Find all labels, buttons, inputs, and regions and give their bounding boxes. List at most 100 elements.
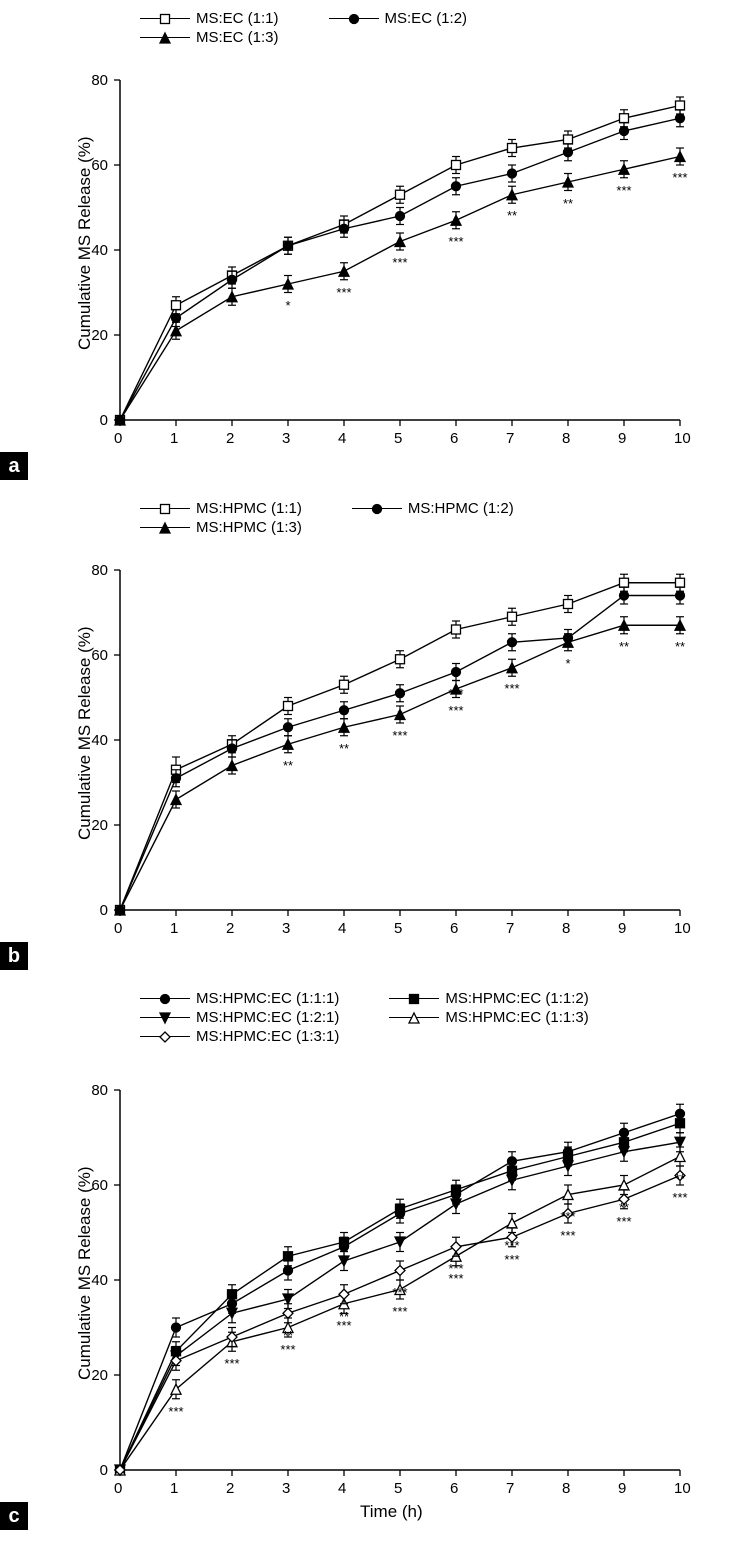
legend-item: MS:HPMC (1:1)	[140, 500, 302, 517]
legend-item: MS:EC (1:3)	[140, 29, 279, 46]
legend-label: MS:HPMC (1:2)	[408, 500, 514, 517]
plot-svg-c	[0, 980, 744, 1540]
xtick-label: 9	[618, 920, 626, 937]
legend: MS:HPMC (1:1) MS:HPMC (1:3) MS:HPMC (1:2)	[140, 498, 514, 538]
ytick-label: 0	[100, 902, 108, 919]
significance-marker: **	[332, 1310, 356, 1323]
legend-item: MS:HPMC:EC (1:1:3)	[389, 1009, 588, 1026]
ytick-label: 0	[100, 1462, 108, 1479]
significance-marker: **	[612, 640, 636, 653]
plot-svg-a	[0, 0, 744, 490]
xtick-label: 3	[282, 1480, 290, 1497]
significance-marker: **	[500, 209, 524, 222]
legend-label: MS:EC (1:2)	[385, 10, 468, 27]
y-axis-label: Cumulative MS Release (%)	[75, 1180, 95, 1380]
significance-marker: ***	[164, 1405, 188, 1418]
significance-marker: ***	[668, 171, 692, 184]
x-axis-label: Time (h)	[360, 1502, 423, 1522]
legend: MS:HPMC:EC (1:1:1) MS:HPMC:EC (1:2:1) MS:H…	[140, 988, 589, 1047]
significance-marker: ***	[444, 235, 468, 248]
legend-item: MS:HPMC:EC (1:3:1)	[140, 1028, 339, 1045]
xtick-label: 2	[226, 920, 234, 937]
xtick-label: 6	[450, 430, 458, 447]
xtick-label: 5	[394, 430, 402, 447]
significance-marker: ***	[556, 1229, 580, 1242]
ytick-label: 80	[91, 1082, 108, 1099]
xtick-label: 0	[114, 920, 122, 937]
legend-item: MS:HPMC:EC (1:2:1)	[140, 1009, 339, 1026]
xtick-label: 4	[338, 920, 346, 937]
y-axis-label: Cumulative MS Release (%)	[75, 640, 95, 840]
legend: MS:EC (1:1) MS:EC (1:3) MS:EC (1:2)	[140, 8, 467, 48]
plot-svg-b	[0, 490, 744, 980]
xtick-label: 10	[674, 430, 691, 447]
xtick-label: 4	[338, 430, 346, 447]
significance-marker: **	[668, 1172, 692, 1185]
panel-c: 012345678910020406080Cumulative MS Relea…	[0, 980, 744, 1540]
legend-item: MS:HPMC (1:2)	[352, 500, 514, 517]
xtick-label: 2	[226, 430, 234, 447]
xtick-label: 1	[170, 1480, 178, 1497]
legend-item: MS:HPMC:EC (1:1:2)	[389, 990, 588, 1007]
xtick-label: 7	[506, 1480, 514, 1497]
panel-b: 012345678910020406080Cumulative MS Relea…	[0, 490, 744, 980]
figure: 012345678910020406080Cumulative MS Relea…	[0, 0, 744, 1542]
legend-label: MS:HPMC:EC (1:3:1)	[196, 1028, 339, 1045]
legend-label: MS:HPMC (1:1)	[196, 500, 302, 517]
significance-marker: **	[332, 742, 356, 755]
xtick-label: 3	[282, 430, 290, 447]
panel-label: a	[0, 452, 28, 480]
xtick-label: 1	[170, 430, 178, 447]
significance-marker: ***	[612, 184, 636, 197]
significance-marker: ***	[276, 1343, 300, 1356]
legend-label: MS:HPMC:EC (1:1:2)	[445, 990, 588, 1007]
significance-marker: ***	[612, 1215, 636, 1228]
legend-item: MS:HPMC (1:3)	[140, 519, 302, 536]
significance-marker: ***	[388, 1305, 412, 1318]
xtick-label: 0	[114, 1480, 122, 1497]
significance-marker: ***	[500, 1239, 524, 1252]
xtick-label: 5	[394, 1480, 402, 1497]
ytick-label: 80	[91, 72, 108, 89]
xtick-label: 4	[338, 1480, 346, 1497]
legend-item: MS:EC (1:2)	[329, 10, 468, 27]
significance-marker: ***	[500, 1253, 524, 1266]
xtick-label: 8	[562, 430, 570, 447]
significance-marker: ***	[444, 687, 468, 700]
ytick-label: 0	[100, 412, 108, 429]
significance-marker: **	[276, 759, 300, 772]
xtick-label: 3	[282, 920, 290, 937]
xtick-label: 6	[450, 920, 458, 937]
legend-label: MS:EC (1:1)	[196, 10, 279, 27]
xtick-label: 9	[618, 430, 626, 447]
significance-marker: ***	[388, 256, 412, 269]
xtick-label: 7	[506, 920, 514, 937]
legend-label: MS:EC (1:3)	[196, 29, 279, 46]
significance-marker: **	[556, 197, 580, 210]
significance-marker: ***	[556, 1210, 580, 1223]
significance-marker: *	[276, 299, 300, 312]
xtick-label: 8	[562, 1480, 570, 1497]
significance-marker: ***	[220, 1357, 244, 1370]
significance-marker: ***	[388, 1286, 412, 1299]
legend-label: MS:HPMC:EC (1:1:1)	[196, 990, 339, 1007]
significance-marker: ***	[444, 1262, 468, 1275]
significance-marker: **	[276, 1329, 300, 1342]
xtick-label: 10	[674, 1480, 691, 1497]
legend-label: MS:HPMC (1:3)	[196, 519, 302, 536]
significance-marker: ***	[668, 1191, 692, 1204]
xtick-label: 10	[674, 920, 691, 937]
xtick-label: 5	[394, 920, 402, 937]
xtick-label: 8	[562, 920, 570, 937]
panel-a: 012345678910020406080Cumulative MS Relea…	[0, 0, 744, 490]
significance-marker: **	[668, 640, 692, 653]
ytick-label: 80	[91, 562, 108, 579]
legend-label: MS:HPMC:EC (1:1:3)	[445, 1009, 588, 1026]
significance-marker: ***	[500, 682, 524, 695]
significance-marker: *	[556, 657, 580, 670]
xtick-label: 9	[618, 1480, 626, 1497]
significance-marker: ***	[332, 286, 356, 299]
xtick-label: 0	[114, 430, 122, 447]
significance-marker: ***	[388, 729, 412, 742]
panel-label: c	[0, 1502, 28, 1530]
